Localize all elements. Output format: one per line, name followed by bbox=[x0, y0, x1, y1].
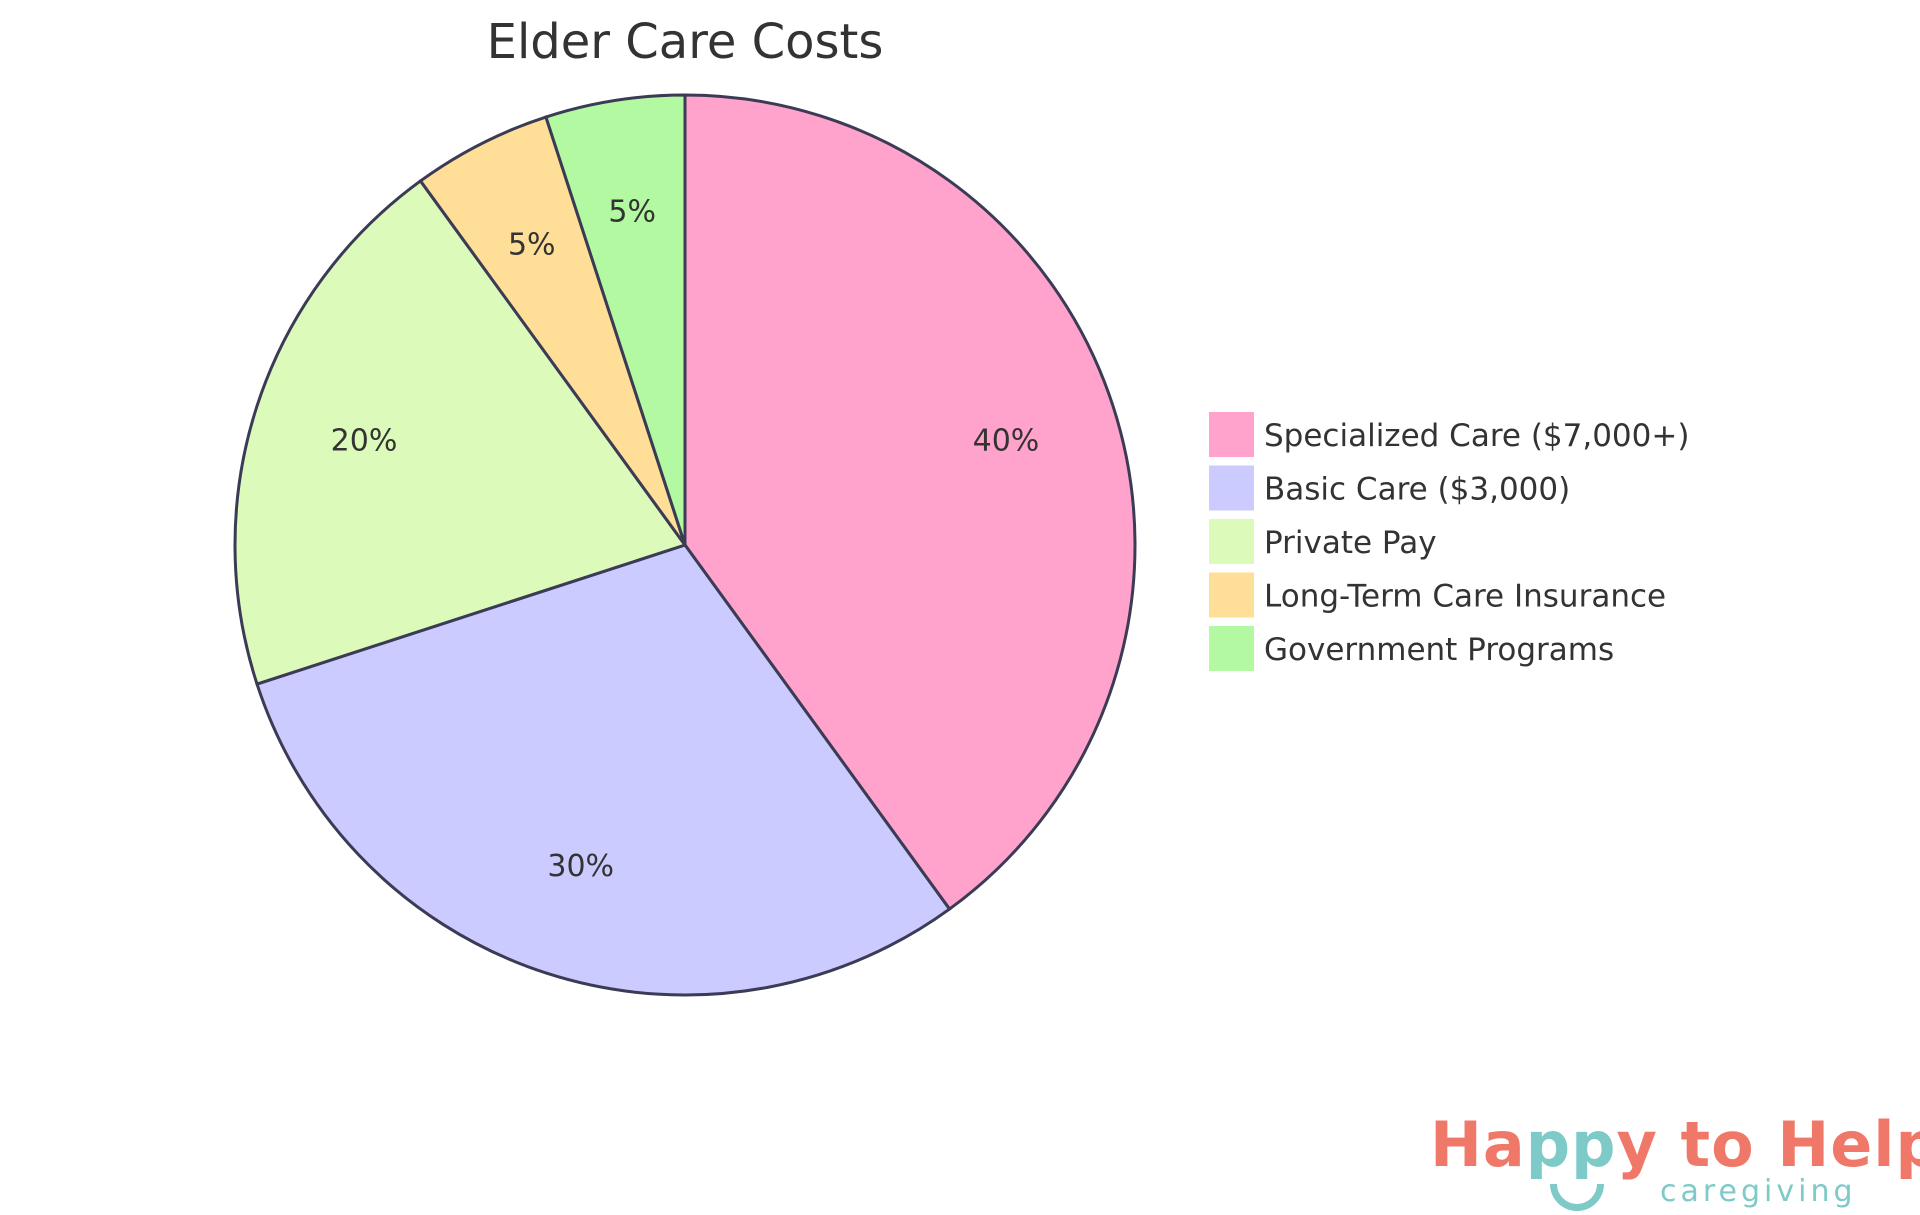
legend-swatch bbox=[1209, 572, 1254, 618]
slice-label: 20% bbox=[331, 424, 398, 459]
legend-label: Basic Care ($3,000) bbox=[1264, 472, 1570, 508]
legend-label: Long-Term Care Insurance bbox=[1264, 579, 1666, 615]
legend-swatch bbox=[1209, 412, 1254, 457]
legend-label: Specialized Care ($7,000+) bbox=[1264, 418, 1689, 454]
pie-slice-4 bbox=[544, 93, 687, 546]
pie-slice-0 bbox=[683, 93, 1137, 912]
smile-icon bbox=[1550, 1184, 1604, 1211]
chart-title: Elder Care Costs bbox=[487, 14, 884, 70]
pie-slice-2 bbox=[233, 178, 688, 686]
legend-swatch bbox=[1209, 626, 1254, 671]
legend-label: Government Programs bbox=[1264, 632, 1614, 668]
happy-to-help-logo: Happy to Help caregiving bbox=[1430, 1108, 1920, 1211]
pie-slice-1 bbox=[255, 543, 952, 997]
legend-label: Private Pay bbox=[1264, 525, 1437, 561]
slice-label: 5% bbox=[508, 227, 556, 262]
legend-swatch bbox=[1209, 519, 1254, 564]
slice-label: 30% bbox=[547, 849, 614, 884]
legend-swatch bbox=[1209, 465, 1254, 511]
slice-label: 40% bbox=[973, 424, 1040, 459]
slice-label: 5% bbox=[608, 195, 656, 230]
